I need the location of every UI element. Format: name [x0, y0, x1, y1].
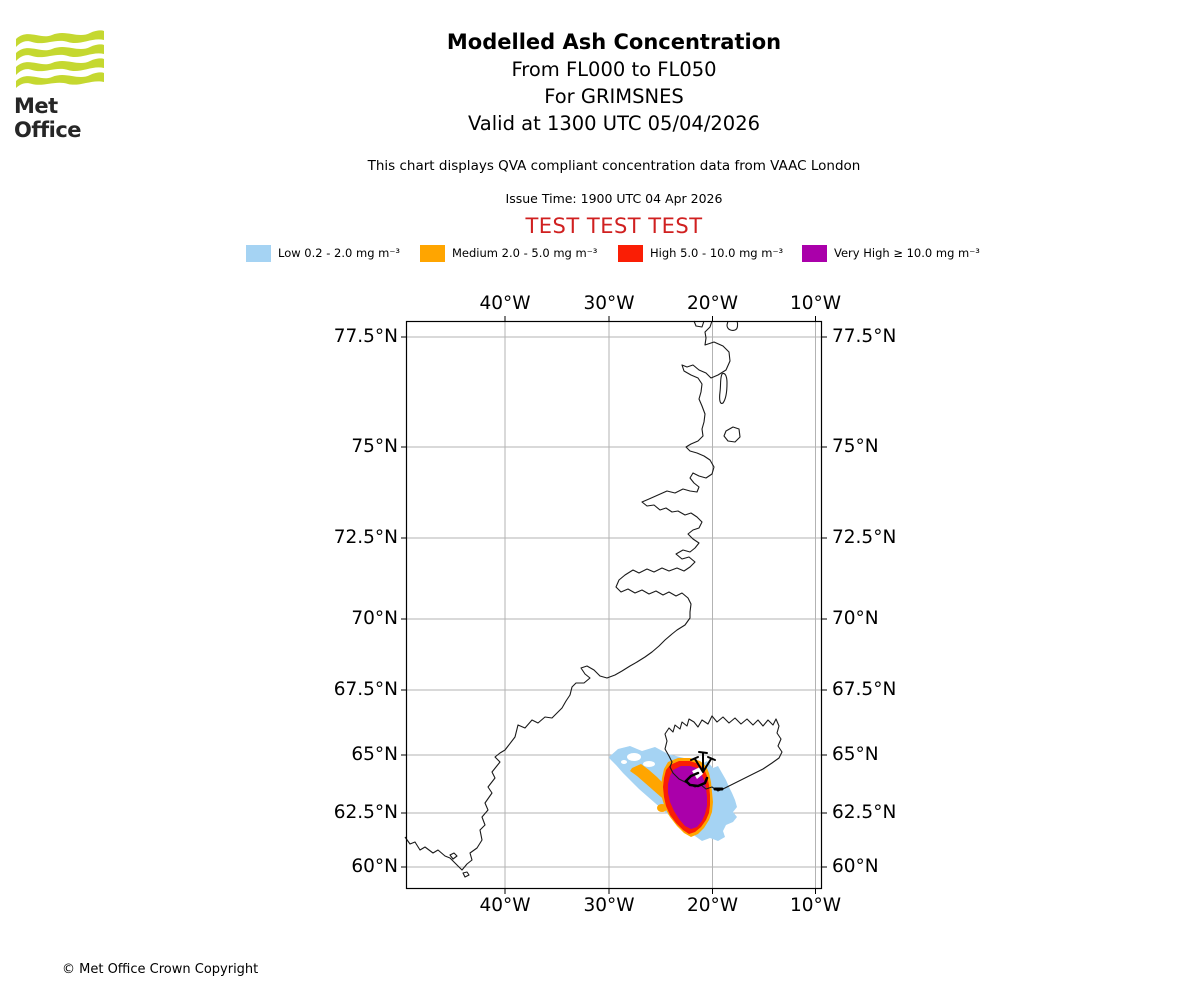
x-tick-label-bottom: 40°W	[479, 895, 531, 916]
legend-swatch-high	[618, 244, 643, 262]
legend-swatch-medium	[420, 244, 445, 262]
greenland-south-islets	[449, 852, 470, 878]
x-tick-label-bottom: 20°W	[686, 895, 739, 916]
map-gridlines	[406, 321, 822, 889]
ash-contour-very-high	[668, 766, 707, 829]
copyright-notice: © Met Office Crown Copyright	[62, 962, 259, 977]
y-tick-label-left: 70°N	[351, 608, 398, 629]
page-title: Modelled Ash Concentration	[446, 30, 782, 54]
met-office-logo-text: Met Office	[14, 94, 82, 142]
x-tick-label-top: 10°W	[789, 293, 842, 314]
y-tick-label-right: 70°N	[832, 608, 879, 629]
map-canvas	[401, 316, 827, 894]
y-tick-label-right: 77.5°N	[832, 326, 897, 347]
y-tick-label-right: 62.5°N	[832, 802, 897, 823]
y-tick-label-right: 72.5°N	[832, 527, 897, 548]
subtitle-flight-levels: From FL000 to FL050	[511, 58, 717, 81]
subtitle-volcano: For GRIMSNES	[544, 85, 684, 108]
y-tick-label-left: 75°N	[351, 436, 398, 457]
greenland-coastline	[404, 320, 731, 871]
issue-time: Issue Time: 1900 UTC 04 Apr 2026	[505, 191, 723, 206]
y-tick-label-left: 77.5°N	[333, 326, 398, 347]
y-tick-label-right: 60°N	[832, 856, 879, 877]
legend-label-very-high: Very High ≥ 10.0 mg m⁻³	[834, 246, 980, 260]
compliance-note: This chart displays QVA compliant concen…	[367, 158, 861, 174]
y-tick-label-left: 62.5°N	[333, 802, 398, 823]
met-office-logo-waves	[16, 30, 104, 88]
legend-label-medium: Medium 2.0 - 5.0 mg m⁻³	[452, 246, 598, 260]
greenland-top-islets	[693, 320, 739, 331]
legend-label-high: High 5.0 - 10.0 mg m⁻³	[650, 246, 784, 260]
x-tick-label-bottom: 30°W	[583, 895, 635, 916]
y-tick-label-left: 65°N	[351, 744, 398, 765]
legend-item-very-high: Very High ≥ 10.0 mg m⁻³	[802, 243, 980, 263]
y-tick-label-left: 72.5°N	[333, 527, 398, 548]
axis-ticks	[401, 316, 827, 894]
subtitle-valid-time: Valid at 1300 UTC 05/04/2026	[467, 112, 761, 135]
legend-swatch-low	[246, 244, 271, 262]
legend-label-low: Low 0.2 - 2.0 mg m⁻³	[278, 246, 401, 260]
legend-swatch-very-high	[802, 244, 827, 262]
ash-plume	[609, 746, 737, 841]
title-block: Modelled Ash Concentration From FL000 to…	[14, 28, 1200, 137]
y-tick-label-right: 67.5°N	[832, 679, 897, 700]
greenland-island-75n	[723, 426, 741, 443]
volcano-marker	[684, 751, 724, 791]
y-tick-label-right: 75°N	[832, 436, 879, 457]
met-office-logo: Met Office	[14, 26, 124, 142]
legend-item-low: Low 0.2 - 2.0 mg m⁻³	[246, 243, 400, 263]
y-tick-label-left: 67.5°N	[333, 679, 398, 700]
x-tick-label-top: 30°W	[583, 293, 635, 314]
x-tick-label-top: 40°W	[479, 293, 531, 314]
legend-item-high: High 5.0 - 10.0 mg m⁻³	[618, 243, 783, 263]
y-tick-label-left: 60°N	[351, 856, 398, 877]
test-banner: TEST TEST TEST	[525, 214, 703, 238]
y-tick-label-right: 65°N	[832, 744, 879, 765]
legend-item-medium: Medium 2.0 - 5.0 mg m⁻³	[420, 243, 597, 263]
ash-low-holes	[621, 753, 655, 767]
map-border	[405, 320, 823, 890]
greenland-island-sliver	[719, 372, 728, 404]
x-tick-label-top: 20°W	[686, 293, 739, 314]
x-tick-label-bottom: 10°W	[789, 895, 842, 916]
